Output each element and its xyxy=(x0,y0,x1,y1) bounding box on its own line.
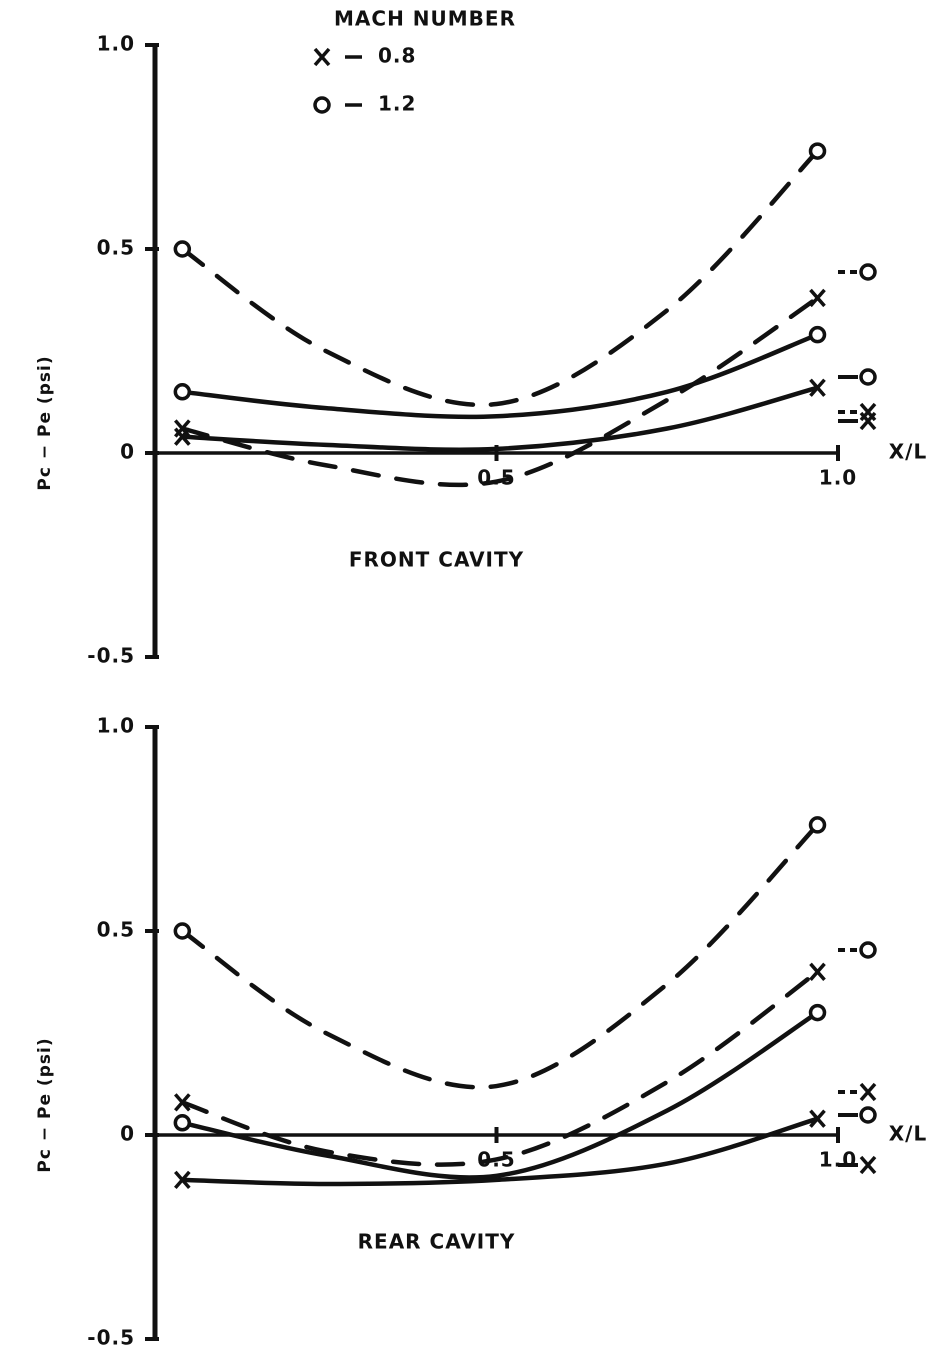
legend-title: MACH NUMBER xyxy=(334,7,516,31)
marker-x xyxy=(809,378,826,397)
y-tick-label: 0.5 xyxy=(97,236,135,260)
marker-circle xyxy=(808,142,827,160)
marker-circle xyxy=(859,263,877,281)
marker-circle xyxy=(808,1003,827,1022)
y-axis-label: Pc − Pe (psi) xyxy=(35,1037,55,1172)
annotation: FRONT CAVITY xyxy=(349,548,524,572)
marker-circle xyxy=(859,941,877,959)
marker-x-stroke xyxy=(859,1155,877,1175)
marker-x-stroke xyxy=(809,378,826,397)
marker-circle xyxy=(859,1106,877,1124)
series-line xyxy=(180,1116,820,1187)
marker-x xyxy=(859,1082,877,1102)
marker-x-stroke xyxy=(174,1170,191,1190)
marker-circle xyxy=(808,816,827,834)
marker-x-stroke xyxy=(809,1109,826,1128)
marker-x-stroke xyxy=(859,1082,877,1102)
x-axis-label: X/L xyxy=(889,440,927,464)
marker-circle xyxy=(173,1114,192,1132)
marker-x-stroke xyxy=(174,1093,191,1112)
marker-circle xyxy=(173,383,192,401)
marker-x-stroke xyxy=(809,288,826,308)
marker-x-stroke xyxy=(313,47,331,67)
marker-x-stroke xyxy=(809,962,826,981)
y-axis-label: Pc − Pe (psi) xyxy=(35,355,55,490)
x-axis-label: X/L xyxy=(889,1122,927,1146)
marker-x xyxy=(859,411,877,431)
legend-label: 1.2 xyxy=(378,92,416,116)
marker-x xyxy=(809,1109,826,1128)
x-tick-label: 1.0 xyxy=(819,1148,857,1172)
y-tick-label: -0.5 xyxy=(87,644,135,668)
series-line xyxy=(180,1010,820,1180)
y-tick-label: 1.0 xyxy=(97,714,135,738)
marker-x-stroke xyxy=(174,427,191,446)
y-tick-label: 0 xyxy=(120,440,135,464)
marker-x xyxy=(809,962,826,981)
marker-x xyxy=(313,47,331,67)
marker-x xyxy=(809,288,826,308)
series-line xyxy=(180,969,820,1167)
series-line xyxy=(180,295,820,488)
series-line xyxy=(180,332,820,420)
marker-circle xyxy=(173,922,192,940)
marker-x xyxy=(174,427,191,446)
marker-circle xyxy=(313,96,331,114)
marker-x-stroke xyxy=(859,411,877,431)
marker-circle xyxy=(808,325,827,344)
marker-x xyxy=(174,1093,191,1112)
marker-circle xyxy=(173,240,192,258)
y-tick-label: 0.5 xyxy=(97,918,135,942)
series-line xyxy=(180,148,820,408)
series-line xyxy=(180,385,820,452)
y-tick-label: 1.0 xyxy=(97,32,135,56)
series-line xyxy=(180,822,820,1090)
y-tick-label: -0.5 xyxy=(87,1326,135,1349)
legend-label: 0.8 xyxy=(378,44,416,68)
marker-x xyxy=(859,1155,877,1175)
annotation: REAR CAVITY xyxy=(358,1230,516,1254)
marker-x xyxy=(174,1170,191,1190)
x-tick-label: 1.0 xyxy=(819,466,857,490)
y-tick-label: 0 xyxy=(120,1122,135,1146)
marker-circle xyxy=(859,368,877,386)
